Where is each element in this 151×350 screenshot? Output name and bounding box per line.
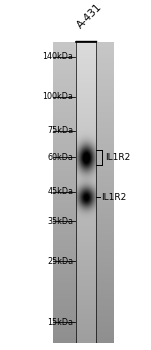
Text: 60kDa: 60kDa	[48, 153, 73, 162]
Text: IL1R2: IL1R2	[105, 153, 130, 162]
Text: 45kDa: 45kDa	[47, 187, 73, 196]
Text: 15kDa: 15kDa	[47, 318, 73, 327]
Text: 75kDa: 75kDa	[47, 126, 73, 135]
Text: 100kDa: 100kDa	[43, 92, 73, 101]
Text: A-431: A-431	[75, 1, 103, 30]
Text: IL1R2: IL1R2	[101, 193, 126, 202]
Text: 35kDa: 35kDa	[47, 217, 73, 226]
Text: 140kDa: 140kDa	[43, 52, 73, 61]
Text: 25kDa: 25kDa	[47, 257, 73, 266]
